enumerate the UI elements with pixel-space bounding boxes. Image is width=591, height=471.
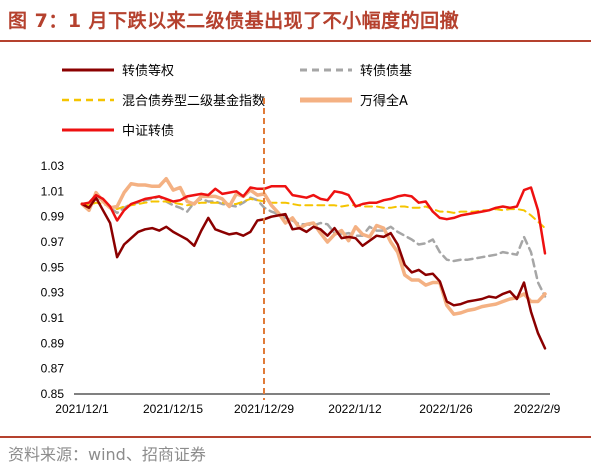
- legend-label: 转债债基: [360, 64, 412, 79]
- x-tick-label: 2022/1/12: [328, 402, 382, 416]
- y-tick-label: 1.03: [41, 159, 65, 173]
- figure-title: 图 7：1 月下跌以来二级债基出现了不小幅度的回撤: [8, 10, 460, 32]
- y-tick-label: 0.85: [41, 387, 65, 401]
- x-tick-label: 2022/1/26: [419, 402, 473, 416]
- x-tick-label: 2021/12/29: [234, 402, 294, 416]
- y-tick-label: 0.95: [41, 260, 65, 274]
- series-line-4: [80, 185, 547, 255]
- series-lines: [80, 176, 547, 350]
- legend-label: 中证转债: [122, 124, 174, 139]
- legend-label: 转债等权: [122, 63, 174, 79]
- source-note: 资料来源：wind、招商证券: [8, 445, 206, 464]
- y-tick-label: 0.97: [41, 235, 65, 249]
- y-tick-label: 0.91: [41, 311, 65, 325]
- series-line-0: [80, 196, 547, 350]
- title-rule: [0, 40, 591, 42]
- legend-label: 万得全A: [360, 93, 408, 109]
- legend-label: 混合债券型二级基金指数: [122, 93, 265, 109]
- x-tick-label: 2021/12/15: [143, 402, 203, 416]
- y-tick-label: 0.93: [41, 286, 65, 300]
- y-tick-label: 0.99: [41, 210, 65, 224]
- y-axis: 1.03 1.01 0.99 0.97 0.95 0.93 0.91 0.89 0.87 0.85: [41, 159, 65, 401]
- y-tick-label: 1.01: [41, 184, 65, 198]
- series-line-2: [81, 197, 546, 230]
- source-rule: [0, 436, 591, 438]
- x-tick-label: 2022/2/9: [514, 402, 561, 416]
- y-tick-label: 0.87: [41, 362, 65, 376]
- y-tick-label: 0.89: [41, 336, 65, 350]
- series-line-3: [80, 176, 547, 316]
- x-tick-label: 2021/12/1: [55, 402, 109, 416]
- x-axis: 2021/12/1 2021/12/15 2021/12/29 2022/1/12 20…: [55, 393, 561, 416]
